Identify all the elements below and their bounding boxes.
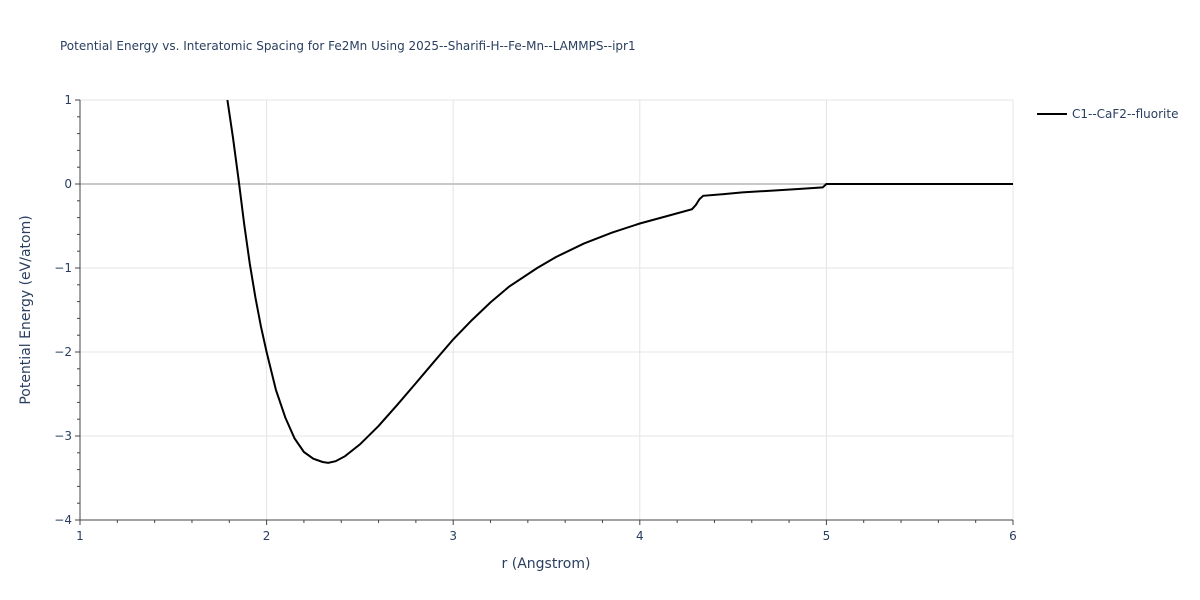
axes: 1 2 3 4 5 6 1 0 −1 −2 −3 −4	[54, 93, 1017, 543]
chart-title: Potential Energy vs. Interatomic Spacing…	[60, 39, 636, 53]
y-tick-label: −4	[54, 513, 72, 527]
x-tick-label: 5	[823, 529, 831, 543]
x-axis-label: r (Angstrom)	[502, 556, 591, 572]
x-tick-label: 1	[76, 529, 84, 543]
legend-label[interactable]: C1--CaF2--fluorite	[1072, 107, 1178, 121]
y-axis-label: Potential Energy (eV/atom)	[18, 215, 34, 404]
y-tick-label: −1	[54, 261, 72, 275]
x-tick-label: 4	[636, 529, 644, 543]
y-tick-label: 1	[64, 93, 72, 107]
plot-series	[226, 100, 1013, 464]
y-tick-label: 0	[64, 177, 72, 191]
y-tick-label: −2	[54, 345, 72, 359]
legend[interactable]: C1--CaF2--fluorite	[1037, 107, 1178, 121]
grid	[80, 99, 1014, 520]
x-tick-label: 2	[263, 529, 271, 543]
x-tick-label: 6	[1009, 529, 1017, 543]
series-line	[226, 100, 1013, 464]
y-tick-label: −3	[54, 429, 72, 443]
x-tick-label: 3	[449, 529, 457, 543]
